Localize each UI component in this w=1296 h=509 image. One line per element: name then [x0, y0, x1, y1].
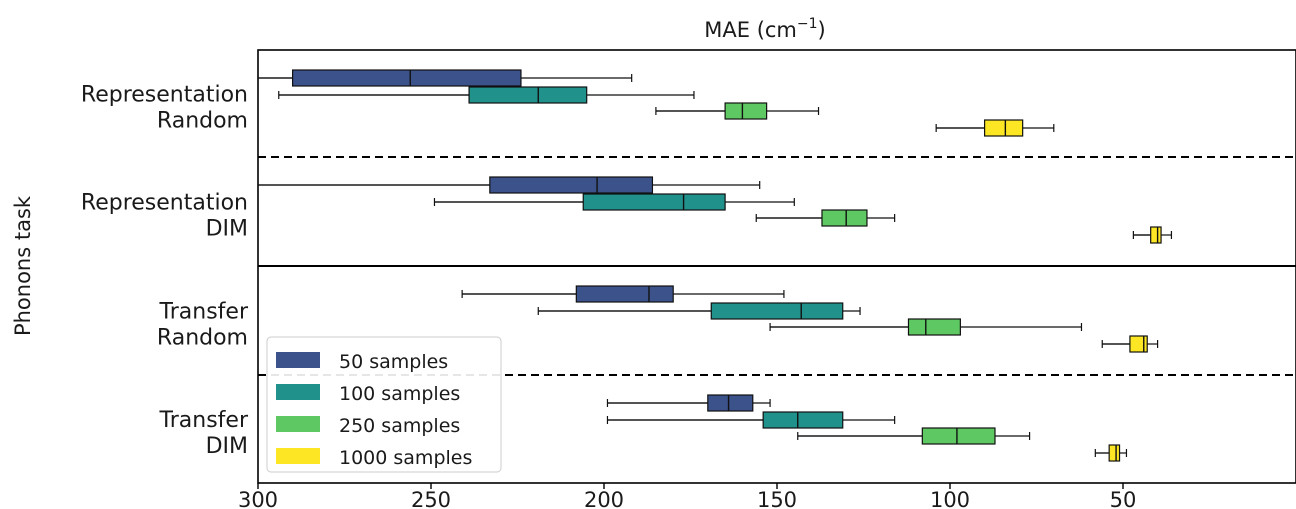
box-g4-s4 — [1108, 444, 1121, 462]
group-label-4-line1: Transfer — [159, 408, 249, 433]
box-g4-s2 — [762, 411, 844, 429]
x-tick-label-200: 200 — [584, 488, 624, 509]
box-g1-s4 — [983, 119, 1024, 137]
legend-label-2: 100 samples — [339, 383, 460, 405]
box-g2-s4 — [1150, 226, 1162, 244]
box-g1-s1 — [292, 69, 522, 87]
legend-swatch-3 — [276, 416, 320, 432]
chart-title: MAE (cm−1) — [704, 16, 825, 42]
group-label-2-line1: Representation — [81, 191, 248, 216]
x-tick-label-150: 150 — [757, 488, 797, 509]
group-label-4-line2: DIM — [206, 434, 248, 459]
x-tick-label-50: 50 — [1110, 488, 1137, 509]
legend-swatch-2 — [276, 384, 320, 400]
box-g1-s2 — [468, 86, 588, 104]
group-label-3-line2: Random — [157, 326, 248, 351]
legend-swatch-1 — [276, 352, 320, 368]
y-axis-label: Phonons task — [11, 195, 35, 336]
legend-label-4: 1000 samples — [339, 447, 472, 469]
box-g1-s3 — [724, 102, 768, 120]
box-g3-s2 — [710, 302, 844, 320]
group-label-2-line2: DIM — [206, 217, 248, 242]
plot-area: RepresentationRandomRepresentationDIMTra… — [81, 49, 1296, 509]
x-tick-label-300: 300 — [238, 488, 278, 509]
group-label-1-line2: Random — [157, 109, 248, 134]
x-tick-label-250: 250 — [411, 488, 451, 509]
box-g3-s3 — [907, 318, 961, 336]
group-label-3-line1: Transfer — [159, 300, 249, 325]
group-label-1-line1: Representation — [81, 83, 248, 108]
box-g4-s3 — [921, 427, 996, 445]
box-g3-s1 — [575, 285, 674, 303]
box-g3-s4 — [1129, 335, 1148, 353]
box-g2-s2 — [582, 193, 726, 211]
legend-box — [266, 336, 502, 473]
box-g2-s1 — [489, 176, 654, 194]
legend-label-3: 250 samples — [339, 415, 460, 437]
box-g2-s3 — [821, 209, 868, 227]
legend-swatch-4 — [276, 448, 320, 464]
box-g4-s1 — [707, 394, 754, 412]
legend-label-1: 50 samples — [339, 351, 448, 373]
x-tick-label-100: 100 — [930, 488, 970, 509]
